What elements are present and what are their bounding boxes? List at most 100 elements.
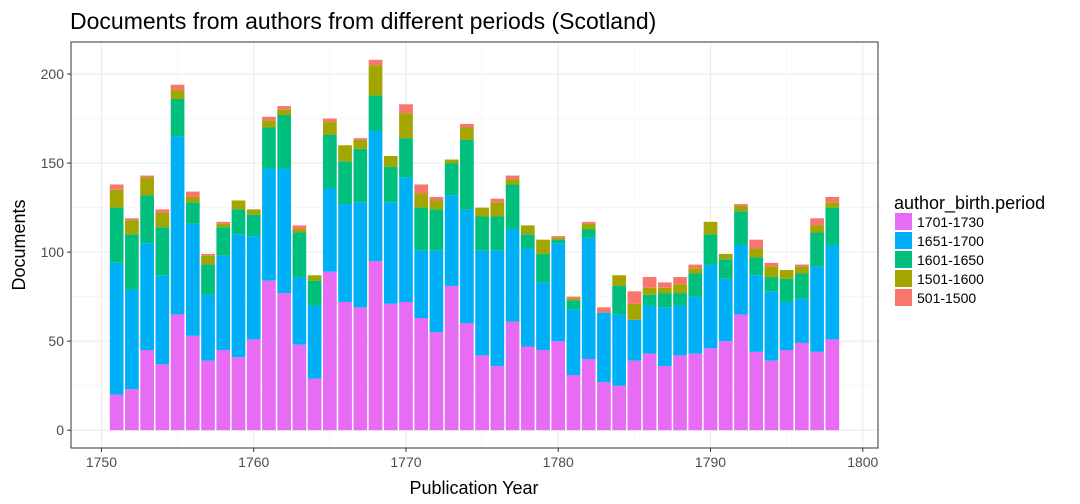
bar-segment: [779, 301, 794, 351]
bar-segment: [627, 291, 642, 304]
bar-segment: [795, 342, 809, 431]
bar-segment: [551, 341, 566, 431]
bar-segment: [399, 301, 413, 431]
bar-segment: [810, 232, 824, 267]
bar-segment: [566, 309, 581, 375]
bar-segment: [170, 314, 185, 431]
bar-segment: [810, 218, 824, 226]
bar-segment: [109, 189, 124, 208]
bar-segment: [490, 198, 505, 203]
bar-segment: [277, 109, 292, 116]
y-tick-label: 100: [41, 244, 65, 260]
bar-segment: [140, 177, 154, 196]
bar-segment: [581, 223, 596, 229]
bar-segment: [795, 266, 809, 274]
bar-segment: [460, 139, 474, 210]
bar-segment: [307, 280, 322, 306]
bar-segment: [399, 138, 413, 178]
bar-segment: [703, 348, 718, 431]
legend-label: 1651-1700: [917, 233, 984, 249]
bar-segment: [277, 293, 292, 431]
bar-segment: [155, 275, 170, 365]
bar-segment: [673, 277, 687, 285]
bar-segment: [657, 282, 672, 288]
x-axis-ticks: 1750 1760 1770 1780 1790 1800: [86, 448, 879, 470]
bar-segment: [520, 346, 535, 431]
bar-segment: [734, 314, 748, 431]
bar-segment: [444, 159, 459, 164]
bar-segment: [170, 98, 185, 137]
bar-segment: [475, 355, 489, 431]
bar-segment: [444, 195, 459, 286]
bar-segment: [185, 223, 200, 336]
bar-segment: [307, 275, 322, 281]
bar-segment: [642, 277, 657, 288]
bar-segment: [262, 127, 276, 169]
bar-segment: [368, 65, 383, 96]
bars-group: [109, 59, 840, 431]
bar-segment: [460, 209, 474, 324]
bar-segment: [810, 266, 824, 352]
bar-segment: [216, 223, 231, 228]
bar-segment: [262, 168, 276, 281]
y-axis-title: Documents: [9, 199, 29, 290]
x-tick-label: 1800: [847, 454, 878, 470]
bar-segment: [825, 245, 840, 340]
bar-segment: [338, 145, 352, 162]
bar-segment: [460, 323, 474, 431]
bar-segment: [277, 168, 292, 294]
bar-segment: [231, 357, 246, 431]
bar-segment: [414, 250, 429, 319]
bar-segment: [353, 148, 368, 203]
bar-segment: [825, 196, 840, 203]
bar-segment: [673, 305, 687, 356]
bar-segment: [292, 228, 307, 233]
bar-segment: [262, 280, 276, 431]
legend: author_birth.period 1701-1730 1651-1700 16…: [894, 193, 1045, 306]
bar-segment: [749, 257, 764, 276]
bar-segment: [262, 116, 276, 121]
bar-segment: [505, 179, 520, 185]
bar-segment: [688, 264, 703, 269]
bar-segment: [262, 120, 276, 128]
bar-segment: [140, 243, 154, 351]
bar-segment: [688, 273, 703, 297]
bar-segment: [734, 211, 748, 245]
bar-segment: [673, 284, 687, 294]
bar-segment: [246, 236, 261, 340]
bar-segment: [581, 228, 596, 238]
bar-segment: [185, 335, 200, 431]
bar-segment: [779, 350, 794, 431]
bar-segment: [566, 374, 581, 431]
bar-segment: [551, 236, 566, 238]
bar-segment: [368, 95, 383, 132]
bar-segment: [566, 296, 581, 299]
y-tick-label: 200: [41, 66, 65, 82]
bar-segment: [688, 353, 703, 431]
bar-segment: [201, 360, 215, 431]
bar-segment: [642, 305, 657, 354]
bar-segment: [749, 275, 764, 352]
bar-segment: [657, 307, 672, 367]
bar-segment: [383, 303, 398, 431]
bar-segment: [125, 234, 139, 290]
bar-segment: [231, 200, 246, 210]
bar-segment: [642, 287, 657, 295]
bar-segment: [627, 319, 642, 361]
bar-segment: [125, 389, 139, 431]
bar-segment: [795, 273, 809, 299]
bar-segment: [703, 264, 718, 349]
bar-segment: [277, 115, 292, 169]
bar-segment: [566, 298, 581, 301]
bar-segment: [490, 366, 505, 431]
bar-segment: [581, 221, 596, 224]
bar-segment: [657, 366, 672, 431]
bar-segment: [307, 305, 322, 379]
bar-segment: [216, 227, 231, 256]
bar-segment: [201, 253, 215, 256]
bar-segment: [475, 216, 489, 251]
bar-segment: [140, 195, 154, 244]
bar-segment: [323, 188, 337, 272]
bar-segment: [323, 122, 337, 135]
bar-segment: [810, 351, 824, 431]
